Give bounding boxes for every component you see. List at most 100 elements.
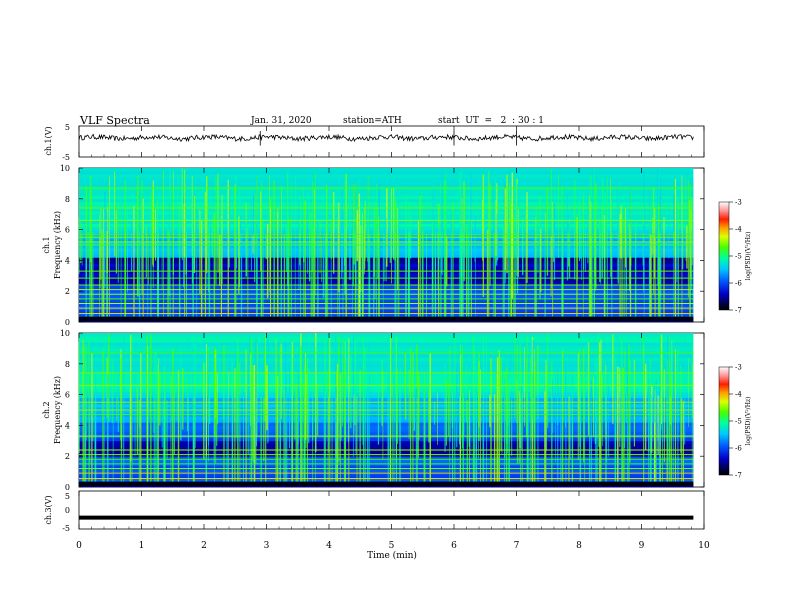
spectrogram-band [79,348,694,352]
freq-tick-label: 0 [65,483,70,492]
spectrogram-band [79,373,694,377]
spectrogram-band [79,422,694,426]
time-axis-label: Time (min) [367,550,417,561]
freq-tick-label: 4 [65,256,70,265]
ch2-colorbar-label: log(PSD)(V²/Hz) [745,397,752,446]
colorbar-tick-label: -7 [735,307,742,315]
spectrogram-band [79,300,694,304]
colorbar-tick-label: -3 [735,199,742,207]
spectrogram-low-freq-strip [79,316,694,322]
spectrogram-band [79,437,694,442]
spectrogram-band [79,397,694,402]
time-axis: 0 1 2 3 4 5 6 7 8 9 10 [76,126,710,551]
spectrogram-band [79,180,694,184]
spectrogram-band [79,416,694,420]
colorbar-tick-label: -3 [735,364,742,372]
spectrogram-band [79,336,694,340]
time-tick-label: 4 [326,541,332,551]
start-time-label: start UT = 2 : 30 : 1 [438,116,544,126]
ch2-spectrogram-ylabel: Frequency (kHz) [53,376,62,444]
ch2-spectrogram-image [78,333,694,488]
date-label: Jan. 31, 2020 [250,116,312,126]
spectrogram-band [79,477,694,482]
time-tick-label: 2 [201,541,207,551]
ch1-spectrogram-image [78,168,694,323]
spectrogram-band [79,468,694,472]
time-tick-label: 1 [139,541,145,551]
spectrogram-band [79,456,694,460]
ch3-waveform-panel: 5 0 -5 ch.3(V) [44,490,705,533]
spectrogram-band [79,339,694,343]
ch2-spectrogram-channel-label: ch.2 [42,401,51,418]
time-tick-label: 5 [389,541,395,551]
ch1-spectrogram-panel: ch.1 Frequency (kHz) 0 2 4 6 8 10 [42,164,705,327]
ch1-colorbar-label: log(PSD)(V²/Hz) [745,232,752,281]
time-tick-label: 6 [451,541,457,551]
spectrogram-band [79,450,694,454]
freq-tick-label: 6 [65,391,70,400]
spectrogram-band [79,440,694,445]
spectrogram-low-freq-strip [79,481,694,487]
time-tick-label: 10 [698,541,710,551]
colorbar-tick-label: -6 [735,445,742,453]
station-label: station=ATH [343,116,402,126]
spectrogram-band [79,345,694,349]
spectrogram-band [79,369,694,374]
time-tick-label: 3 [264,541,270,551]
time-tick-label: 8 [576,541,582,551]
spectrogram-band [79,376,694,380]
spectrogram-band [79,443,694,448]
spectrogram-band [79,312,694,317]
spectrogram-band [79,388,694,392]
spectrogram-band [79,366,694,371]
freq-tick-label: 6 [65,226,70,235]
spectrogram-band [79,385,694,389]
ch1-spectrogram-channel-label: ch.1 [42,236,51,253]
spectrogram-band [79,291,694,295]
spectrogram-band [79,303,694,307]
freq-tick-label: 8 [65,195,70,204]
ch2-colorbar-scale [718,366,730,476]
ch3-ytick-mid: 0 [65,506,70,515]
time-tick-label: 0 [76,541,82,551]
spectrogram-band [79,294,694,298]
ch3-waveform-frame [78,490,705,530]
spectrogram-band [79,406,694,411]
freq-tick-label: 10 [60,164,70,173]
colorbar-tick-label: -6 [735,280,742,288]
spectrogram-band [79,177,694,181]
colorbar-tick-label: -7 [735,472,742,480]
ch1-colorbar: log(PSD)(V²/Hz) -3 -4 -5 -6 -7 [718,199,752,315]
spectrogram-band [79,403,694,408]
ch1-colorbar-scale [718,201,730,311]
ch1-ytick-bottom: -5 [62,153,70,162]
ch1-waveform-panel: 5 -5 ch.1(V) [44,123,705,162]
spectrogram-band [79,333,694,337]
spectrogram-band [79,394,694,399]
freq-tick-label: 2 [65,287,70,296]
spectrogram-band [79,459,694,463]
spectrogram-band [79,183,694,187]
ch3-ytick-top: 5 [65,492,70,501]
freq-tick-label: 2 [65,452,70,461]
spectrogram-band [79,379,694,383]
time-tick-label: 9 [639,541,645,551]
colorbar-tick-label: -4 [735,226,742,234]
spectrogram-band [79,425,694,429]
spectrogram-band [79,410,694,414]
colorbar-tick-label: -5 [735,253,742,261]
ch3-waveform-ylabel: ch.3(V) [44,495,53,524]
ch1-waveform-line [78,133,694,143]
ch2-spectrogram-panel: ch.2 Frequency (kHz) 0 2 4 6 8 10 [42,329,705,492]
spectrogram-band [79,363,694,368]
colorbar-tick-label: -4 [735,391,742,399]
ch1-ytick-top: 5 [65,123,70,132]
spectrogram-band [79,171,694,175]
spectrogram-band [79,465,694,469]
spectrogram-band [79,446,694,451]
freq-tick-label: 0 [65,318,70,327]
freq-tick-label: 10 [60,329,70,338]
spectrogram-band [79,309,694,314]
colorbar-tick-label: -5 [735,418,742,426]
spectrogram-band [79,382,694,386]
